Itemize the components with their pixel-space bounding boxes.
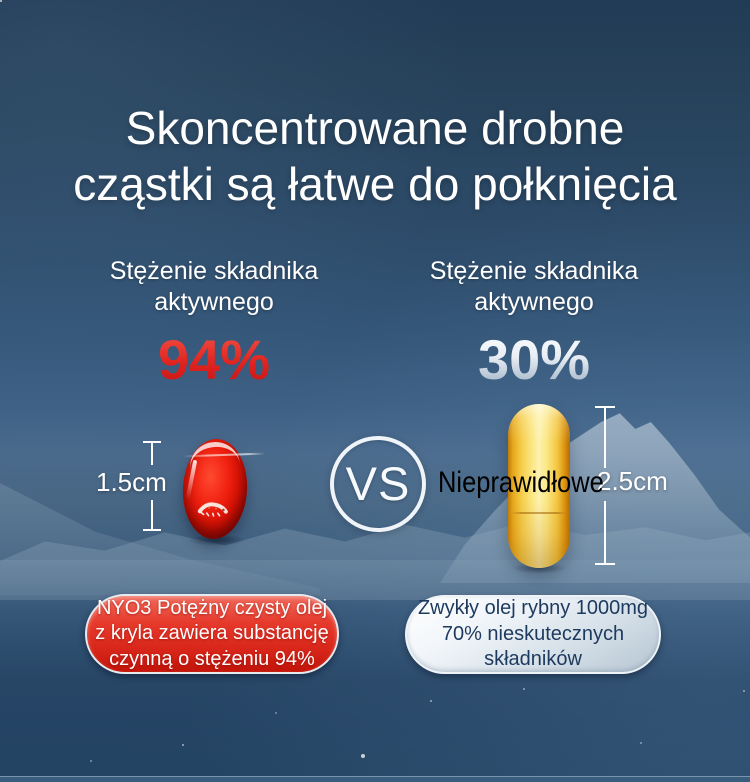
dimension-segment-bottom [604, 501, 606, 563]
fish-oil-capsule [508, 404, 570, 568]
left-dimension-line [143, 441, 161, 533]
dimension-cap-top [143, 441, 161, 443]
left-heading-line-1: Stężenie składnika [109, 257, 319, 285]
vs-label: VS [345, 456, 411, 510]
badge-line: czynną o stężeniu 94% [109, 647, 315, 670]
right-concentration-value: 30% [384, 327, 684, 392]
right-dimension-line [595, 406, 615, 567]
badge-line: NYO3 Potężny czysty olej [96, 596, 328, 619]
left-size-label: 1.5cm [96, 467, 167, 497]
right-size-label: 2.5cm [597, 466, 668, 496]
snow-dots [0, 0, 2, 2]
right-heading-line-2: aktywnego [474, 288, 594, 316]
left-concentration-value: 94% [64, 327, 364, 392]
dimension-segment-top [604, 408, 606, 468]
dimension-segment-top [151, 443, 153, 465]
page-title: Skoncentrowane drobne cząstki są łatwe d… [0, 100, 750, 212]
right-concentration-heading: Stężenie składnika aktywnego [384, 256, 684, 318]
vs-badge: VS [330, 436, 426, 532]
badge-line: z kryla zawiera substancję [95, 622, 329, 645]
left-product-badge: NYO3 Potężny czysty olej z kryla zawiera… [85, 594, 339, 674]
title-line-2: cząstki są łatwe do połknięcia [73, 158, 677, 210]
badge-line: Zwykły olej rybny 1000mg [417, 597, 649, 620]
dimension-segment-bottom [151, 500, 153, 529]
dimension-cap-top [595, 406, 615, 408]
badge-line: 70% nieskutecznych [441, 622, 625, 645]
bottom-edge-strip [0, 776, 750, 782]
dimension-cap-bottom [595, 563, 615, 565]
dimension-cap-bottom [143, 529, 161, 531]
capsule-seam [511, 512, 567, 514]
right-heading-line-1: Stężenie składnika [429, 257, 639, 285]
title-line-1: Skoncentrowane drobne [125, 102, 625, 154]
krill-logo-icon [197, 502, 228, 517]
badge-line: składników [484, 648, 582, 671]
capsule-shadow [188, 534, 246, 546]
incorrect-overlay-label: Nieprawidłowe [438, 466, 604, 499]
left-heading-line-2: aktywnego [154, 288, 274, 316]
right-product-badge: Zwykły olej rybny 1000mg 70% nieskuteczn… [405, 595, 661, 674]
left-concentration-heading: Stężenie składnika aktywnego [64, 256, 364, 318]
krill-capsule [180, 437, 250, 541]
